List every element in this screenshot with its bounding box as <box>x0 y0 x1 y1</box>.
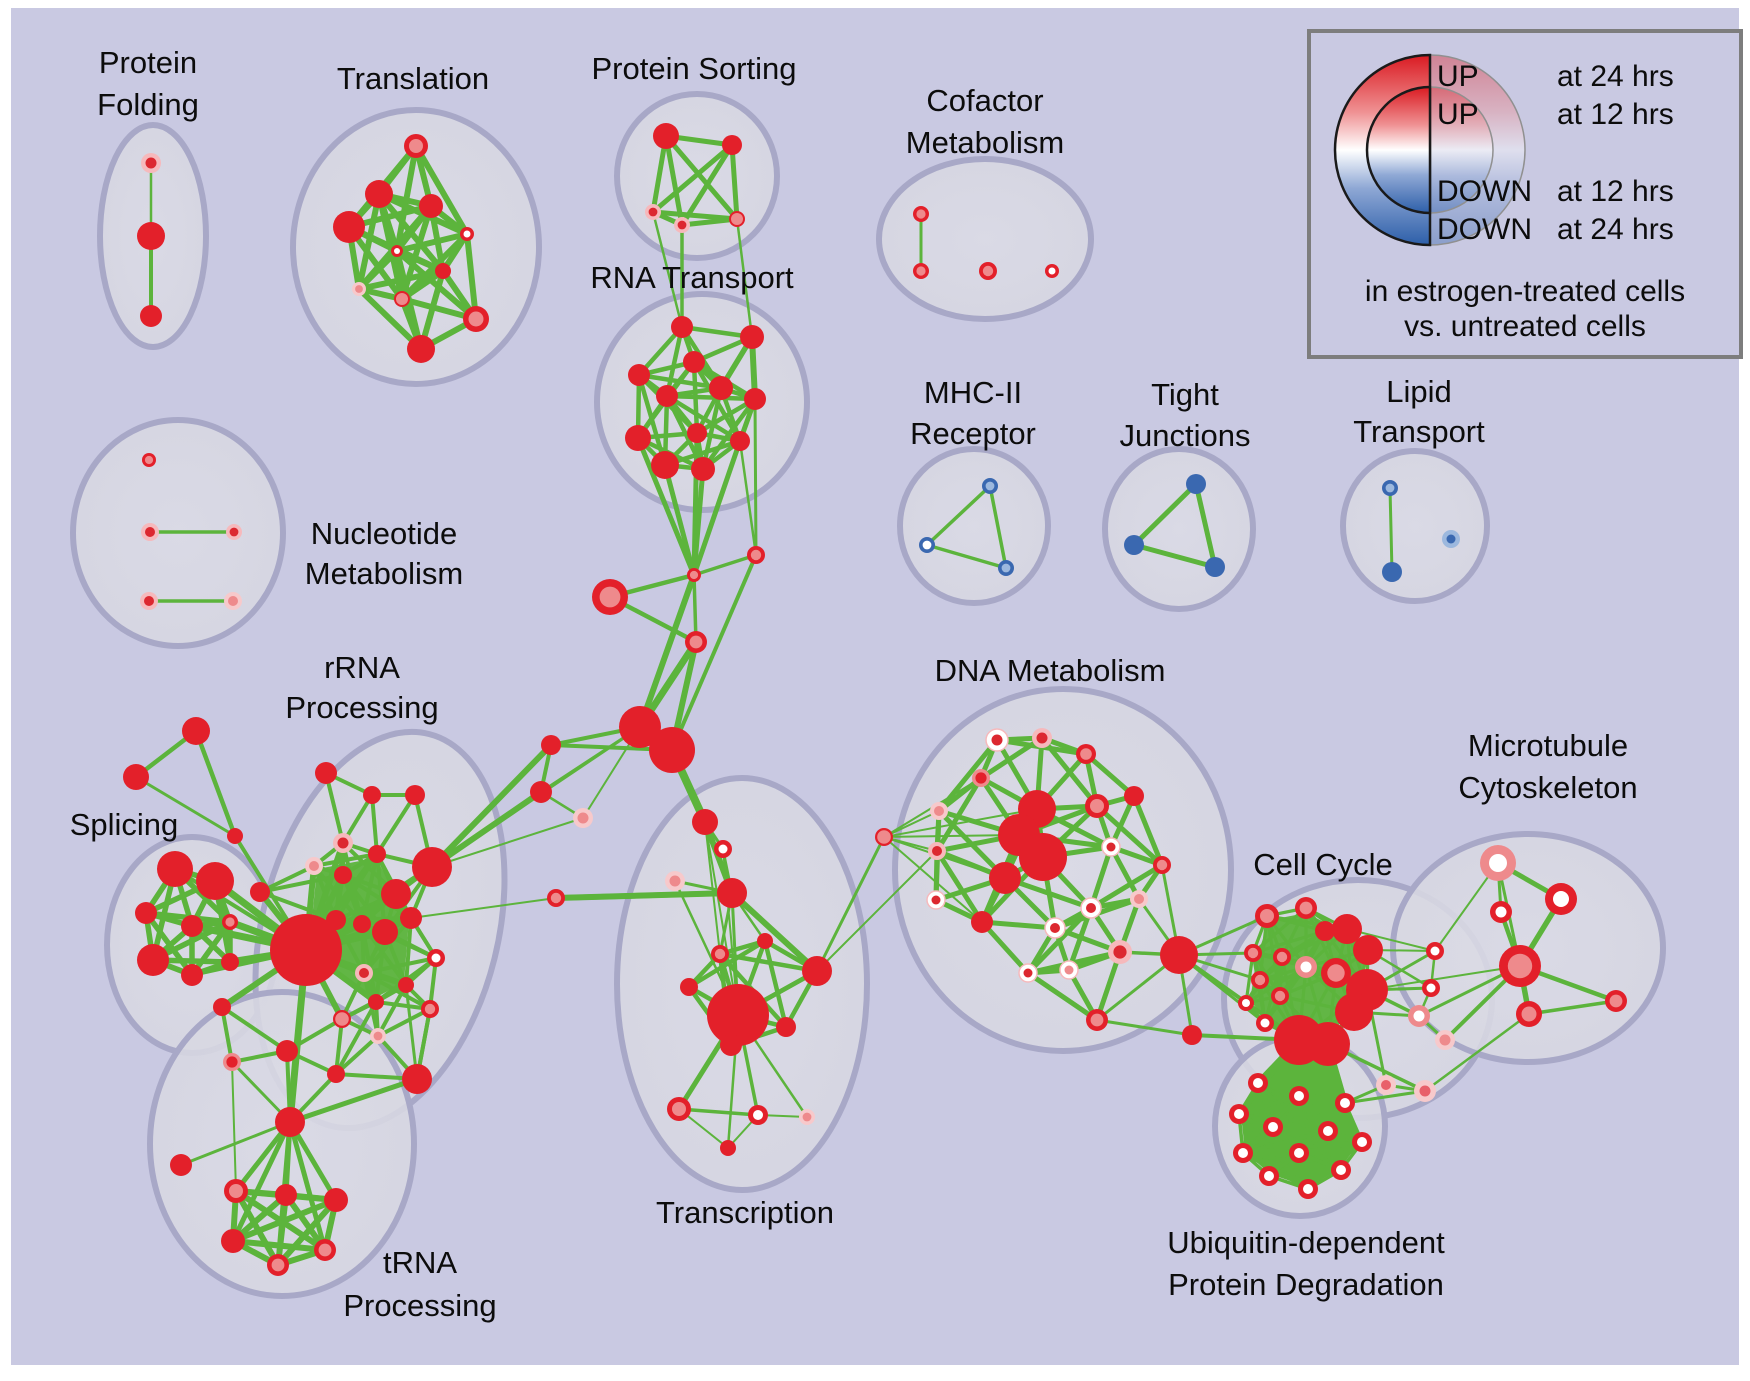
svg-text:Processing: Processing <box>343 1288 496 1323</box>
svg-text:UP: UP <box>1437 98 1479 131</box>
svg-text:Processing: Processing <box>285 690 438 725</box>
svg-text:Cell Cycle: Cell Cycle <box>1253 847 1393 882</box>
svg-text:Folding: Folding <box>97 87 199 122</box>
svg-text:in estrogen-treated cells: in estrogen-treated cells <box>1365 275 1685 308</box>
svg-text:tRNA: tRNA <box>383 1245 457 1280</box>
svg-text:at 12 hrs: at 12 hrs <box>1557 175 1674 208</box>
svg-text:at 24 hrs: at 24 hrs <box>1557 213 1674 246</box>
svg-text:Protein Degradation: Protein Degradation <box>1168 1267 1444 1302</box>
svg-text:Cytoskeleton: Cytoskeleton <box>1458 770 1637 805</box>
svg-text:Metabolism: Metabolism <box>305 556 464 591</box>
svg-text:DOWN: DOWN <box>1437 175 1532 208</box>
svg-text:Protein Sorting: Protein Sorting <box>591 51 796 86</box>
svg-text:Nucleotide: Nucleotide <box>311 516 457 551</box>
svg-text:Tight: Tight <box>1151 377 1219 412</box>
svg-text:DNA Metabolism: DNA Metabolism <box>935 653 1166 688</box>
svg-text:Splicing: Splicing <box>70 807 179 842</box>
svg-text:Cofactor: Cofactor <box>926 83 1043 118</box>
svg-text:DOWN: DOWN <box>1437 213 1532 246</box>
svg-text:rRNA: rRNA <box>324 650 400 685</box>
svg-text:MHC-II: MHC-II <box>924 375 1022 410</box>
svg-text:at 12 hrs: at 12 hrs <box>1557 98 1674 131</box>
svg-text:Microtubule: Microtubule <box>1468 728 1628 763</box>
svg-text:Protein: Protein <box>99 45 197 80</box>
svg-text:Junctions: Junctions <box>1120 418 1251 453</box>
svg-text:Ubiquitin-dependent: Ubiquitin-dependent <box>1167 1225 1445 1260</box>
svg-text:Transport: Transport <box>1353 414 1485 449</box>
svg-text:RNA Transport: RNA Transport <box>590 260 794 295</box>
svg-text:Receptor: Receptor <box>910 416 1036 451</box>
svg-text:UP: UP <box>1437 60 1479 93</box>
svg-text:Lipid: Lipid <box>1386 374 1452 409</box>
svg-text:at 24 hrs: at 24 hrs <box>1557 60 1674 93</box>
svg-text:vs. untreated cells: vs. untreated cells <box>1404 310 1646 343</box>
svg-text:Translation: Translation <box>337 61 489 96</box>
svg-text:Transcription: Transcription <box>656 1195 834 1230</box>
svg-text:Metabolism: Metabolism <box>906 125 1065 160</box>
